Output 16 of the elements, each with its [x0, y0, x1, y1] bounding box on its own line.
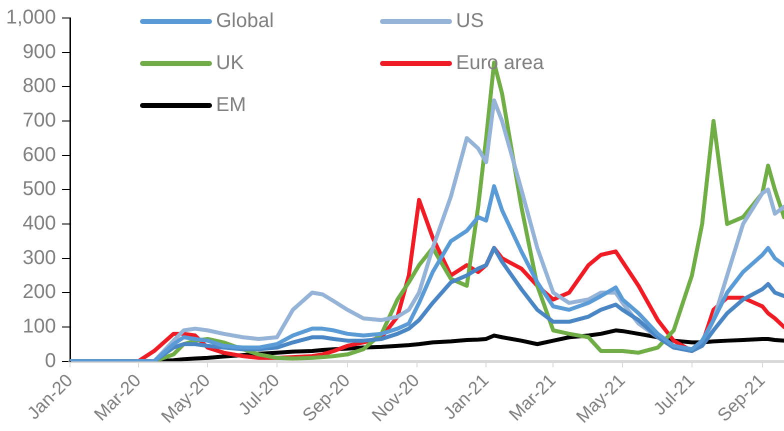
- y-tick-label: 300: [22, 246, 56, 269]
- y-tick-label: 0: [44, 350, 56, 372]
- legend-label: UK: [216, 52, 244, 74]
- y-tick-label: 400: [22, 212, 56, 234]
- y-tick-label: 700: [22, 110, 56, 132]
- y-tick-label: 800: [22, 75, 56, 98]
- y-tick-label: 600: [22, 144, 56, 166]
- legend-label: Global: [216, 10, 274, 32]
- legend-label: Euro area: [456, 52, 544, 74]
- y-tick-label: 900: [22, 40, 56, 63]
- y-tick-label: 200: [22, 281, 56, 304]
- y-tick-label: 500: [22, 178, 56, 200]
- y-tick-label: 1,000: [6, 6, 56, 29]
- y-tick-label: 100: [22, 315, 56, 338]
- legend-label: EM: [216, 94, 246, 116]
- legend-label: US: [456, 10, 484, 32]
